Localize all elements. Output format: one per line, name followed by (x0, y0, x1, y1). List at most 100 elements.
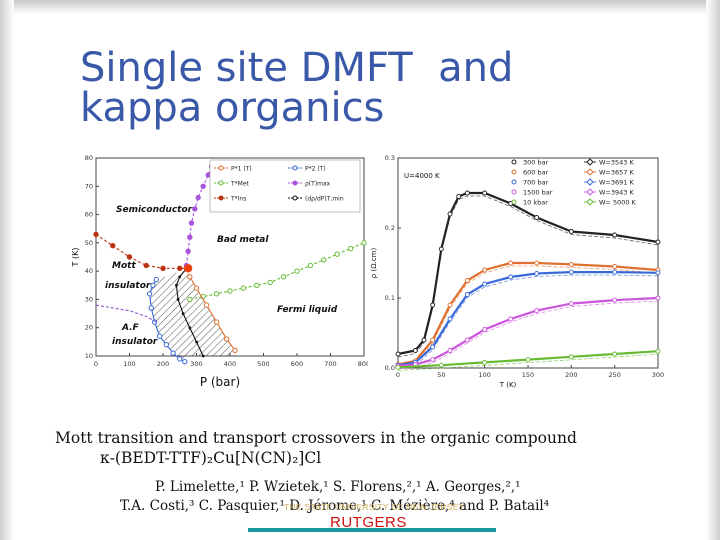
x-tick-label: 300 (190, 360, 202, 368)
y-tick-label: 20 (85, 324, 93, 332)
x-tick-label: 100 (123, 360, 135, 368)
y-tick-label: 40 (85, 267, 93, 275)
data-point (177, 265, 183, 272)
paper-authors: P. Limelette,¹ P. Wzietek,¹ S. Florens,²… (120, 478, 680, 516)
data-point (395, 351, 401, 357)
data-point (568, 269, 574, 275)
y-tick-label: 0.0 (385, 364, 395, 372)
legend-swatch-marker (586, 178, 594, 186)
x-tick-label: 150 (522, 371, 534, 379)
data-point (181, 312, 185, 315)
legend-swatch-marker (218, 165, 224, 171)
annotation-text: U=4000 K (404, 172, 440, 180)
y-axis-label: T (K) (72, 248, 80, 268)
data-point (482, 359, 488, 365)
data-point (430, 357, 436, 363)
rutgers-logo: RUTGERS (330, 514, 407, 531)
data-point (280, 274, 287, 280)
y-tick-label: 60 (85, 211, 93, 219)
data-point (153, 276, 160, 283)
data-point (612, 232, 618, 238)
slide-left-shade (0, 0, 14, 540)
data-point (334, 251, 340, 257)
legend-label: 10 kbar (523, 199, 548, 207)
legend-swatch-marker (586, 188, 594, 196)
data-point (267, 279, 273, 286)
legend-label: P*2 (T) (305, 166, 326, 173)
region-label: A.F (121, 323, 140, 333)
data-point (447, 316, 453, 322)
data-point (213, 291, 220, 297)
data-point (464, 190, 470, 196)
data-point (412, 348, 418, 353)
data-point (568, 354, 574, 360)
data-point (655, 295, 661, 301)
data-point (655, 239, 661, 245)
data-point (534, 308, 540, 314)
data-point (430, 337, 436, 343)
legend-swatch-marker (586, 198, 594, 206)
data-point (188, 326, 192, 330)
data-point (193, 285, 200, 291)
legend-swatch-marker (218, 195, 224, 201)
legend-label: T*Ins (230, 196, 246, 203)
authors-line: T.A. Costi,³ C. Pasquier,¹ D. Jérome,¹ C… (120, 498, 550, 514)
legend-swatch-marker (586, 168, 594, 176)
y-tick-label: 70 (85, 182, 93, 190)
resist-legend: 300 bar W=3543 K 600 bar W=3657 K 700 bar W=3… (511, 158, 637, 207)
data-point (534, 215, 540, 220)
legend-swatch-marker (511, 189, 517, 195)
data-point (655, 348, 661, 354)
authors-line: P. Limelette,¹ P. Wzietek,¹ S. Florens,²… (155, 479, 521, 495)
x-axis-label: T (K) (499, 381, 517, 389)
y-tick-label: 0.2 (385, 224, 395, 232)
data-point (482, 281, 488, 287)
series-line (397, 191, 659, 356)
data-point (568, 229, 574, 234)
data-point (508, 316, 514, 322)
legend-swatch-marker (511, 199, 517, 205)
data-point (508, 274, 514, 280)
x-tick-label: 50 (437, 371, 445, 379)
data-point (163, 341, 170, 348)
paper-title-line: Mott transition and transport crossovers… (55, 429, 577, 447)
data-point (240, 285, 247, 291)
legend-label: W=3943 K (599, 189, 634, 197)
data-point (146, 291, 153, 297)
x-tick-label: 300 (652, 371, 664, 379)
legend-label: W= 5000 K (599, 199, 637, 207)
data-point (464, 278, 470, 283)
legend-swatch-marker (292, 165, 298, 171)
legend-label: 600 bar (523, 169, 549, 177)
legend-label: W=3543 K (599, 159, 634, 167)
data-point (482, 190, 488, 196)
critical-point (183, 264, 193, 273)
data-point (126, 254, 133, 260)
series-line (175, 267, 204, 357)
legend-label: 300 bar (523, 159, 549, 167)
data-point (294, 268, 300, 274)
data-point (177, 356, 183, 362)
x-tick-label: 800 (358, 360, 370, 368)
x-tick-label: 200 (565, 371, 577, 379)
x-tick-label: 250 (608, 371, 620, 379)
legend-label: T*Met (230, 181, 250, 188)
data-point (227, 288, 233, 294)
series-line (149, 279, 186, 363)
data-point (482, 327, 488, 332)
x-tick-label: 500 (257, 360, 269, 368)
data-point (307, 262, 314, 269)
slide-title-line: Single site DMFT and (80, 45, 514, 91)
data-point (361, 240, 367, 246)
resistivity-chart: 0 50 100 150 200 250 300 0.0 0.1 0.2 0.3 T (K) ρ (Ω.… (368, 150, 670, 390)
university-name: THE STATE UNIVERSITY OF NEW JERSEY (284, 502, 465, 512)
region-label: Semiconductor (116, 205, 193, 215)
data-point (568, 301, 574, 307)
legend-swatch-marker (511, 169, 517, 175)
slide-right-shade (706, 0, 720, 540)
data-point (612, 269, 618, 275)
slide-title-line: kappa organics (80, 85, 385, 131)
data-point (148, 305, 154, 311)
y-tick-label: 0.1 (385, 294, 395, 302)
region-label: Mott (112, 261, 136, 271)
